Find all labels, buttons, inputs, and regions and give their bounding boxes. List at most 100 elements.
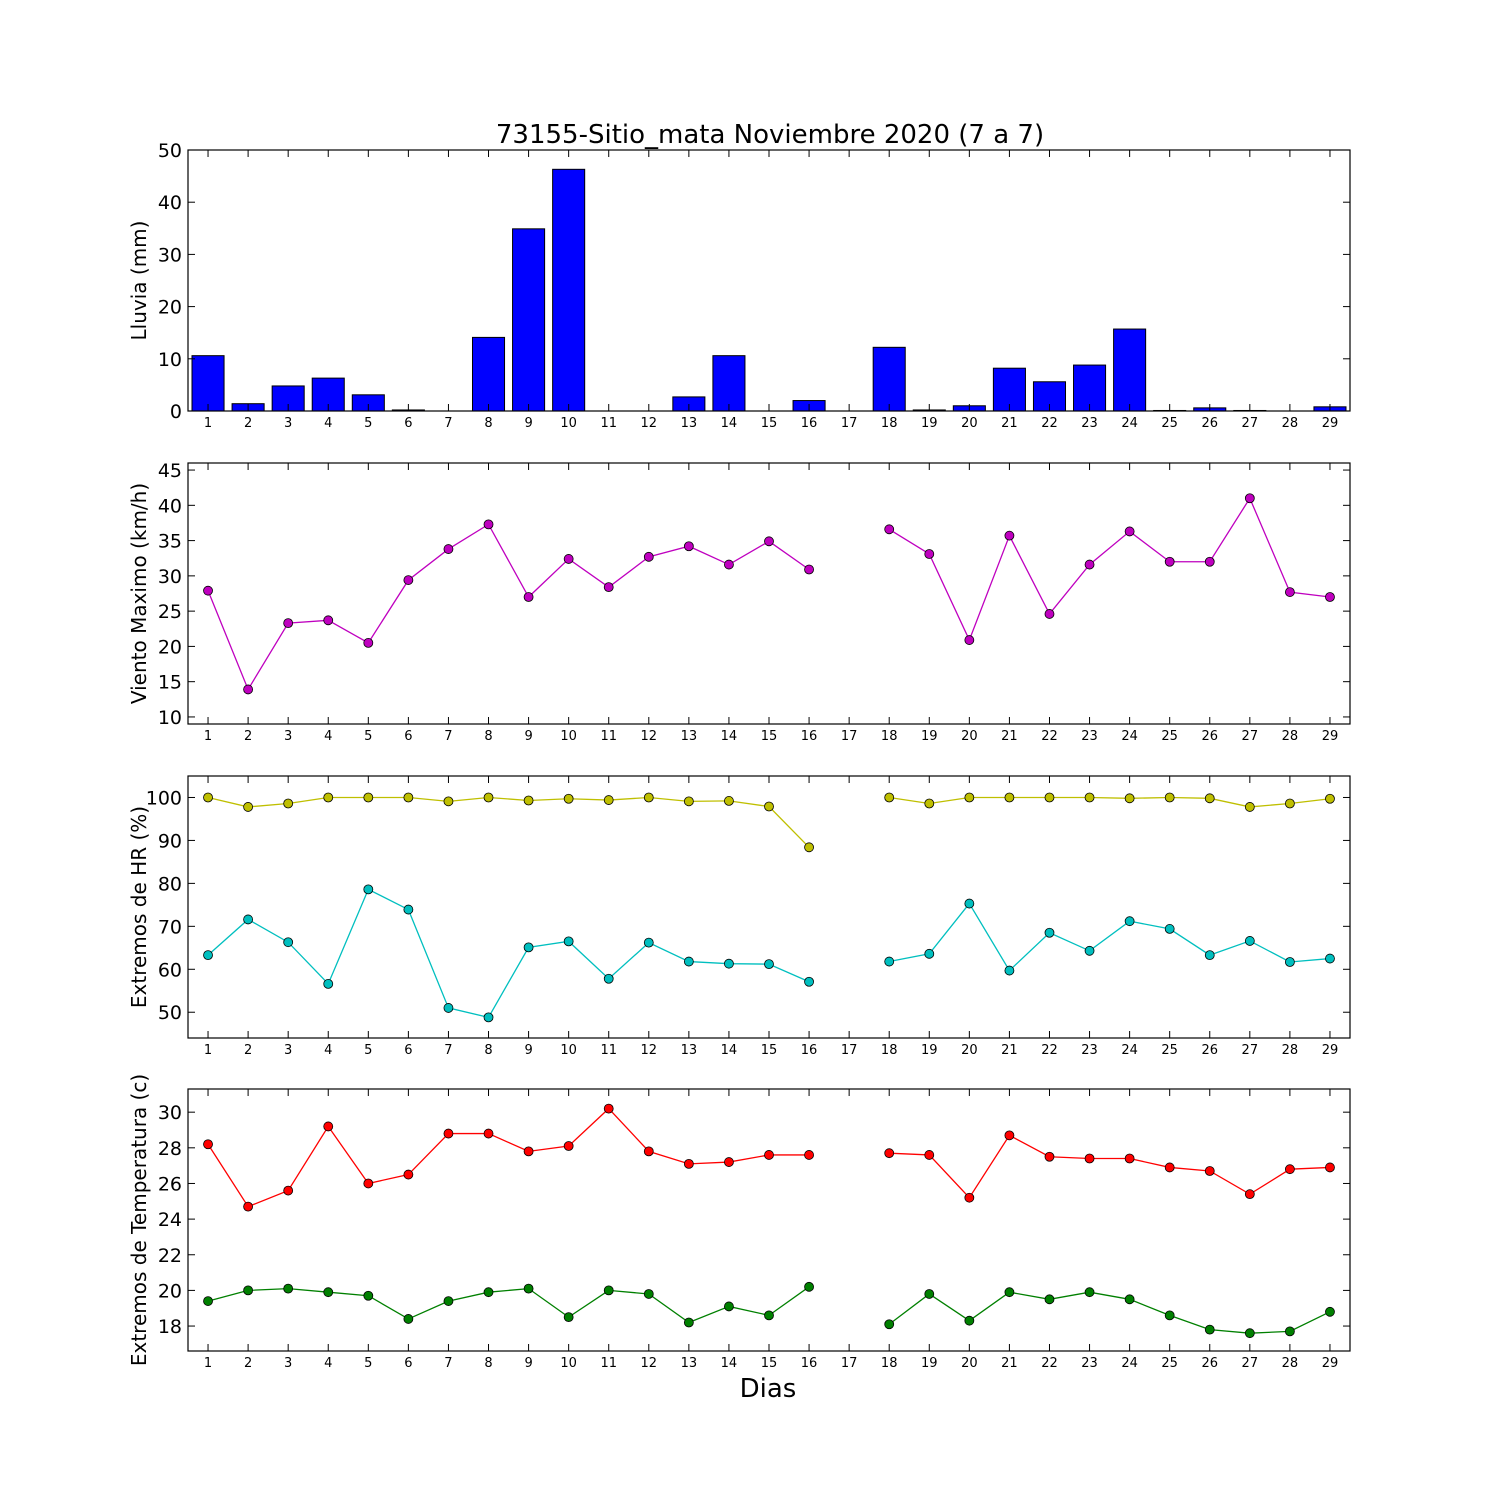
temperature-ytick-label: 28 (158, 1138, 182, 1160)
humidity-series-1-point-day-22 (1044, 927, 1055, 938)
temperature-series-0-point-day-5 (363, 1178, 374, 1189)
humidity-series-0-point-day-13 (683, 796, 694, 807)
rain-xtick-label: 27 (1242, 416, 1259, 431)
temperature-series-0-point-day-16 (804, 1150, 814, 1160)
wind-ytick-label: 30 (158, 566, 182, 588)
wind-xtick-label: 13 (681, 729, 698, 744)
temperature-xtick-label: 2 (244, 1356, 252, 1371)
temperature-xtick-label: 20 (961, 1356, 978, 1371)
temperature-xtick-label: 24 (1121, 1356, 1138, 1371)
temperature-series-1-point-day-18 (884, 1319, 895, 1330)
temperature-series-0-point-day-15 (764, 1150, 774, 1160)
humidity-ytick-label: 60 (158, 959, 182, 981)
wind-series-0-point-day-29 (1325, 592, 1335, 602)
rain-bar-day-3 (271, 385, 305, 412)
rain-bar-day-21 (992, 367, 1026, 412)
humidity-series-1-point-day-2 (243, 914, 254, 925)
humidity-xtick-label: 8 (484, 1043, 492, 1058)
wind-series-0-point-day-25 (1164, 556, 1175, 567)
temperature-xtick-label: 23 (1081, 1356, 1098, 1371)
temperature-xtick-label: 26 (1201, 1356, 1218, 1371)
humidity-series-1-line (207, 888, 810, 1019)
wind-xtick-label: 26 (1201, 729, 1218, 744)
rain-xtick-label: 3 (284, 416, 292, 431)
humidity-xtick-label: 24 (1121, 1043, 1138, 1058)
rain-xtick-label: 22 (1041, 416, 1058, 431)
rain-xtick-label: 6 (404, 416, 412, 431)
rain-ytick-label: 20 (158, 297, 182, 319)
wind-series-0-line (888, 496, 1331, 642)
rain-y-axis-label: Lluvia (mm) (127, 221, 151, 341)
humidity-series-0-point-day-5 (363, 792, 374, 803)
humidity-xtick-label: 13 (681, 1043, 698, 1058)
rain-ytick-label: 40 (158, 192, 182, 214)
wind-xtick-label: 5 (364, 729, 372, 744)
humidity-series-0-point-day-4 (323, 792, 334, 803)
temperature-series-0-point-day-1 (203, 1139, 213, 1150)
wind-xtick-label: 18 (881, 729, 898, 744)
wind-xtick-label: 14 (721, 729, 738, 744)
humidity-series-1-point-day-7 (443, 1003, 454, 1013)
wind-xtick-label: 11 (600, 729, 617, 744)
humidity-series-0-point-day-3 (283, 798, 294, 809)
humidity-xtick-label: 3 (284, 1043, 292, 1058)
humidity-series-1-point-day-12 (643, 937, 654, 948)
wind-xtick-label: 19 (921, 729, 938, 744)
humidity-xtick-label: 21 (1001, 1043, 1018, 1058)
temperature-series-1-point-day-29 (1325, 1306, 1335, 1317)
humidity-series-1-point-day-11 (603, 973, 614, 984)
humidity-series-1-point-day-19 (924, 948, 935, 959)
temperature-series-1-point-day-19 (924, 1289, 935, 1299)
temperature-series-1-point-day-8 (483, 1287, 494, 1298)
wind-xtick-label: 3 (284, 729, 292, 744)
figure-title: 73155-Sitio_mata Noviembre 2020 (7 a 7) (496, 120, 1044, 150)
rain-xtick-label: 4 (324, 416, 332, 431)
rain-xtick-label: 9 (524, 416, 532, 431)
humidity-xtick-label: 14 (721, 1043, 738, 1058)
humidity-series-1-point-day-9 (523, 942, 534, 953)
temperature-series-1-point-day-15 (764, 1310, 774, 1321)
wind-series-0-point-day-5 (363, 637, 374, 648)
wind-xtick-label: 10 (560, 729, 577, 744)
wind-y-axis-label: Viento Maximo (km/h) (127, 483, 151, 704)
humidity-xtick-label: 28 (1282, 1043, 1299, 1058)
temperature-series-1-point-day-11 (603, 1285, 614, 1296)
humidity-xtick-label: 1 (204, 1043, 212, 1058)
wind-xtick-label: 2 (244, 729, 252, 744)
temperature-series-0-point-day-14 (724, 1157, 734, 1167)
humidity-series-1-point-day-20 (964, 898, 975, 909)
temperature-series-0-point-day-12 (643, 1146, 654, 1157)
wind-series-0-point-day-20 (964, 635, 975, 645)
wind-xtick-label: 28 (1282, 729, 1299, 744)
humidity-series-1-point-day-5 (363, 884, 374, 895)
temperature-series-0-point-day-24 (1124, 1153, 1135, 1164)
humidity-series-1-point-day-21 (1004, 965, 1015, 976)
wind-xtick-label: 12 (641, 729, 658, 744)
humidity-series-0-point-day-8 (483, 792, 494, 803)
temperature-xtick-label: 17 (841, 1356, 858, 1371)
wind-series-0-point-day-28 (1284, 587, 1295, 597)
humidity-series-1-point-day-13 (683, 956, 694, 967)
rain-xtick-label: 10 (560, 416, 577, 431)
humidity-series-0-point-day-12 (643, 792, 654, 803)
rain-xtick-label: 29 (1322, 416, 1339, 431)
temperature-series-0-line (207, 1107, 810, 1208)
humidity-series-0-point-day-26 (1204, 793, 1215, 804)
wind-xtick-label: 16 (801, 729, 818, 744)
humidity-series-1-point-day-1 (203, 950, 213, 961)
rain-xtick-label: 18 (881, 416, 898, 431)
temperature-series-1-point-day-21 (1004, 1287, 1015, 1298)
temperature-xtick-label: 14 (721, 1356, 738, 1371)
wind-series-0-point-day-6 (403, 575, 414, 585)
wind-series-0-point-day-23 (1084, 559, 1095, 570)
rain-xtick-label: 14 (721, 416, 738, 431)
humidity-series-1-point-day-8 (483, 1012, 494, 1023)
humidity-xtick-label: 22 (1041, 1043, 1058, 1058)
temperature-series-1-point-day-22 (1044, 1294, 1055, 1305)
humidity-xtick-label: 19 (921, 1043, 938, 1058)
humidity-axes-frame (187, 775, 1351, 1039)
rain-axes-frame (187, 149, 1351, 412)
temperature-series-0-point-day-7 (443, 1128, 454, 1139)
humidity-xtick-label: 2 (244, 1043, 252, 1058)
temperature-series-1-point-day-6 (403, 1314, 414, 1324)
